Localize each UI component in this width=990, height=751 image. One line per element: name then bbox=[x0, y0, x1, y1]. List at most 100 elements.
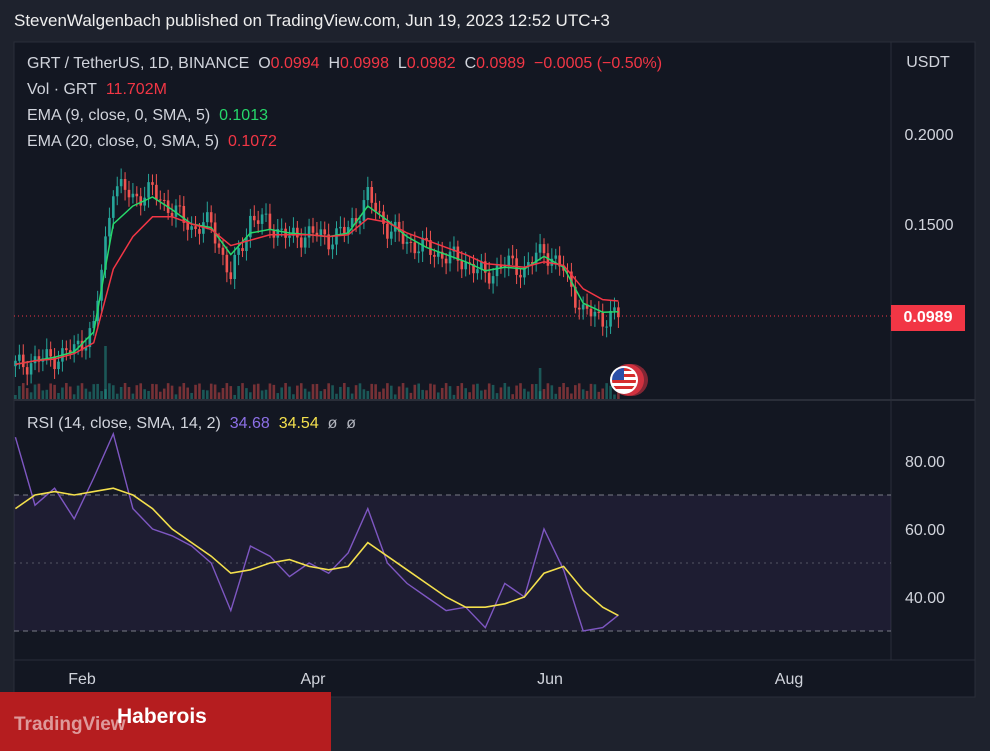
volume-bar bbox=[456, 385, 460, 399]
volume-bar bbox=[292, 394, 295, 399]
volume-bar bbox=[554, 393, 558, 399]
volume-label[interactable]: Vol · GRT bbox=[27, 81, 97, 98]
volume-bar bbox=[307, 391, 311, 399]
candle-body bbox=[378, 211, 381, 213]
candle-body bbox=[495, 265, 499, 277]
volume-bar bbox=[21, 383, 25, 399]
volume-bar bbox=[358, 383, 362, 399]
volume-bar bbox=[72, 394, 76, 399]
volume-bar bbox=[209, 383, 213, 399]
candle-body bbox=[272, 229, 276, 238]
volume-bar bbox=[499, 387, 503, 399]
candle-body bbox=[264, 213, 268, 215]
volume-bar bbox=[245, 388, 248, 399]
volume-bar bbox=[280, 387, 283, 399]
candle-body bbox=[131, 193, 135, 198]
candle-body bbox=[135, 193, 139, 197]
volume-bar bbox=[507, 386, 511, 399]
volume-bar bbox=[374, 384, 377, 399]
volume-bar bbox=[480, 390, 483, 399]
volume-bar bbox=[429, 383, 432, 399]
candle-body bbox=[401, 231, 405, 244]
candle-body bbox=[331, 244, 334, 250]
ema20-line bbox=[15, 216, 619, 366]
time-tick-apr: Apr bbox=[301, 671, 327, 688]
symbol-name[interactable]: GRT / TetherUS, 1D, BINANCE bbox=[27, 55, 250, 72]
volume-bar bbox=[96, 383, 99, 399]
price-tick-0150: 0.1500 bbox=[905, 217, 954, 234]
candle-body bbox=[276, 229, 280, 238]
volume-bar bbox=[558, 386, 561, 399]
volume-bar bbox=[131, 393, 135, 399]
candle-body bbox=[343, 226, 346, 234]
candle-body bbox=[574, 286, 577, 308]
candle-body bbox=[346, 227, 350, 234]
volume-bar bbox=[378, 391, 381, 399]
rsi-extra-1: ø bbox=[327, 415, 338, 432]
candle-body bbox=[190, 226, 193, 230]
candle-body bbox=[299, 237, 303, 248]
rsi-value: 34.68 bbox=[229, 415, 270, 432]
volume-bar bbox=[155, 384, 158, 399]
volume-spike-bar bbox=[538, 368, 542, 399]
time-tick-jun: Jun bbox=[537, 671, 563, 688]
volume-bar bbox=[405, 387, 409, 399]
volume-bar bbox=[166, 383, 170, 399]
candle-body bbox=[57, 361, 60, 370]
close-value: 0.0989 bbox=[476, 55, 526, 72]
candle-body bbox=[307, 226, 311, 238]
candle-body bbox=[182, 205, 186, 223]
volume-bar bbox=[88, 391, 92, 399]
volume-bar bbox=[61, 387, 64, 399]
candle-body bbox=[225, 254, 229, 273]
candle-body bbox=[350, 218, 354, 228]
candle-body bbox=[241, 248, 244, 252]
volume-bar bbox=[249, 392, 252, 399]
candle-body bbox=[436, 251, 440, 257]
rsi-legend: RSI (14, close, SMA, 14, 2) 34.68 34.54 … bbox=[27, 415, 356, 433]
volume-bar bbox=[577, 383, 581, 399]
volume-bar bbox=[487, 383, 491, 399]
ema20-legend: EMA (20, close, 0, SMA, 5) 0.1072 bbox=[27, 133, 277, 151]
volume-bar bbox=[339, 386, 342, 399]
candle-body bbox=[18, 354, 21, 361]
ema9-label[interactable]: EMA (9, close, 0, SMA, 5) bbox=[27, 107, 211, 124]
volume-bar bbox=[327, 383, 330, 399]
volume-bar bbox=[45, 389, 49, 399]
candle-body bbox=[507, 255, 511, 266]
candle-body bbox=[268, 213, 272, 230]
candle-body bbox=[519, 274, 522, 278]
volume-bar bbox=[264, 389, 268, 399]
volume-bar bbox=[186, 387, 190, 399]
candle-body bbox=[280, 228, 283, 230]
candle-body bbox=[296, 227, 299, 238]
low-label: L bbox=[397, 55, 407, 72]
candle-body bbox=[323, 229, 327, 235]
candle-body bbox=[198, 229, 201, 234]
volume-bar bbox=[198, 383, 201, 399]
volume-bar bbox=[49, 383, 52, 399]
candle-body bbox=[33, 356, 37, 364]
candle-body bbox=[315, 232, 319, 237]
candle-body bbox=[542, 244, 546, 254]
volume-value: 11.702M bbox=[105, 81, 167, 98]
volume-bar bbox=[343, 383, 346, 399]
high-label: H bbox=[328, 55, 341, 72]
candle-body bbox=[581, 304, 585, 310]
candle-body bbox=[499, 265, 503, 268]
candle-body bbox=[585, 304, 589, 309]
ema9-value: 0.1013 bbox=[219, 107, 268, 124]
candle-body bbox=[155, 184, 158, 200]
candle-body bbox=[65, 348, 68, 351]
us-flag-icon[interactable] bbox=[610, 364, 648, 396]
volume-bar bbox=[519, 383, 522, 399]
volume-bar bbox=[151, 383, 154, 399]
volume-bar bbox=[252, 384, 256, 399]
ema20-label[interactable]: EMA (20, close, 0, SMA, 5) bbox=[27, 133, 220, 150]
candle-body bbox=[354, 218, 358, 224]
price-tick-0200: 0.2000 bbox=[905, 127, 954, 144]
rsi-label[interactable]: RSI (14, close, SMA, 14, 2) bbox=[27, 415, 221, 432]
volume-bar bbox=[393, 394, 397, 399]
candle-body bbox=[205, 212, 209, 223]
